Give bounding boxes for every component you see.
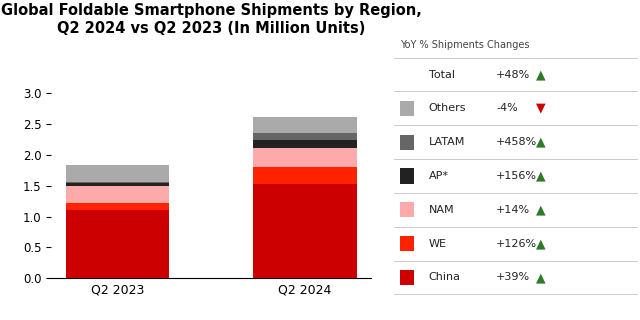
Bar [66,183,169,186]
Bar [66,165,169,182]
Bar [66,182,169,183]
Bar [253,148,356,167]
Text: ▲: ▲ [536,237,546,250]
Bar [66,186,169,203]
Text: +39%: +39% [496,273,530,283]
Text: YoY % Shipments Changes: YoY % Shipments Changes [400,40,529,50]
Text: Others: Others [429,103,467,113]
Text: AP*: AP* [429,171,449,181]
Text: +126%: +126% [496,239,537,249]
Bar [253,133,356,140]
Text: Global Foldable Smartphone Shipments by Region,
Q2 2024 vs Q2 2023 (In Million U: Global Foldable Smartphone Shipments by … [1,3,422,36]
Text: NAM: NAM [429,205,454,215]
Text: WE: WE [429,239,447,249]
Text: LATAM: LATAM [429,137,465,147]
Bar [253,167,356,184]
Text: China: China [429,273,461,283]
Text: ▲: ▲ [536,68,546,81]
Bar [66,210,169,278]
Text: ▲: ▲ [536,271,546,284]
Bar [253,117,356,133]
Text: ▲: ▲ [536,136,546,149]
Text: ▲: ▲ [536,170,546,182]
Text: ▲: ▲ [536,203,546,216]
Text: +48%: +48% [496,69,531,79]
Text: ▼: ▼ [536,102,546,115]
Bar [253,140,356,148]
Text: -4%: -4% [496,103,518,113]
Bar [253,184,356,278]
Bar [66,203,169,210]
Text: +14%: +14% [496,205,530,215]
Text: +156%: +156% [496,171,537,181]
Text: +458%: +458% [496,137,537,147]
Text: Total: Total [429,69,455,79]
